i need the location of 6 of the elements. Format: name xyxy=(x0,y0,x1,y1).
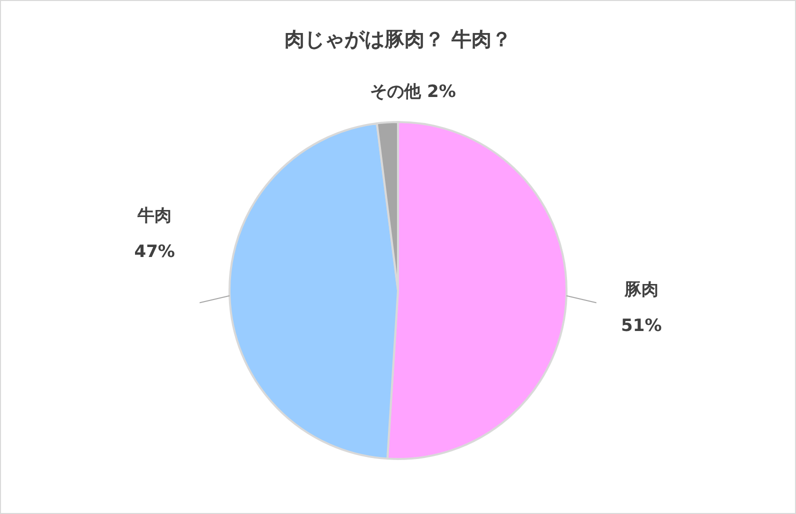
slice-label: その他 2% xyxy=(370,82,456,102)
data-label: 51% xyxy=(621,316,662,336)
data-label: 47% xyxy=(134,242,175,262)
chart-title: 肉じゃがは豚肉？ 牛肉？ xyxy=(284,27,512,52)
slice-label: 牛肉 xyxy=(136,206,172,226)
slice-label: 豚肉 xyxy=(623,280,658,300)
